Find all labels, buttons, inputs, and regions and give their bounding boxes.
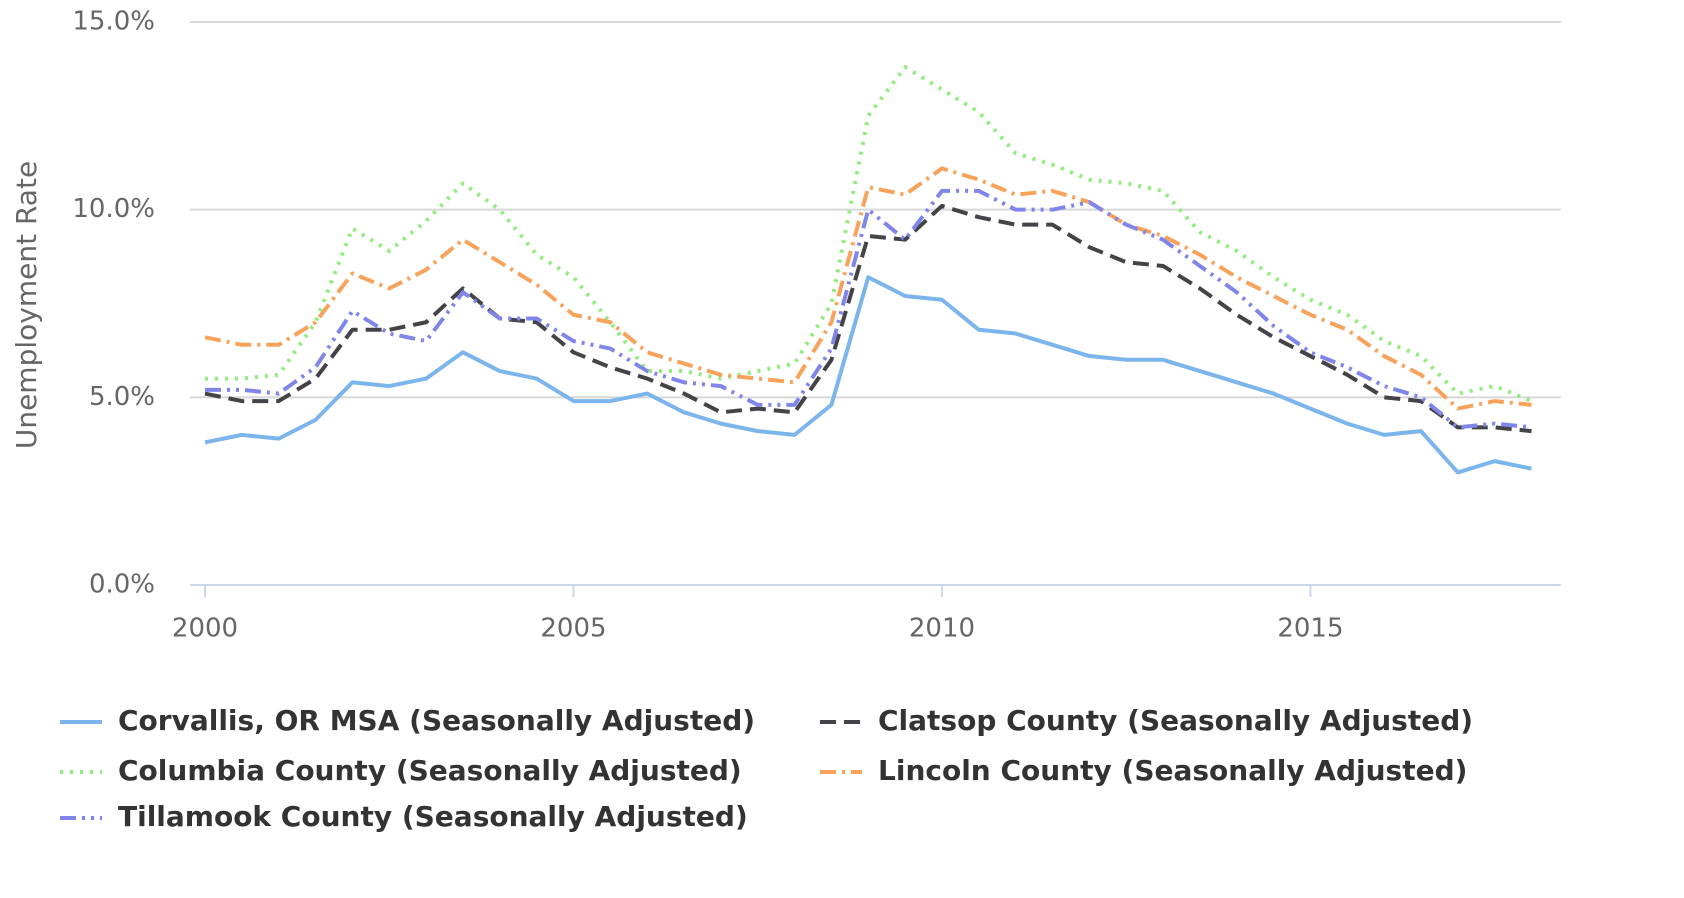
x-tick-label: 2005 [540,614,606,644]
legend-label[interactable]: Corvallis, OR MSA (Seasonally Adjusted) [118,704,755,737]
legend-label[interactable]: Lincoln County (Seasonally Adjusted) [878,754,1467,787]
legend-label[interactable]: Tillamook County (Seasonally Adjusted) [118,800,748,833]
x-tick-label: 2000 [172,614,238,644]
series-line [204,166,1532,411]
series-line [205,188,1532,430]
y-tick-label: 0.0% [89,570,155,600]
y-tick-label: 10.0% [72,194,155,224]
series-line [205,65,1533,403]
series-line [204,203,1532,434]
legend-label[interactable]: Clatsop County (Seasonally Adjusted) [878,704,1473,737]
y-tick-label: 15.0% [72,7,155,37]
series-line [204,275,1532,475]
legend-label[interactable]: Columbia County (Seasonally Adjusted) [118,754,742,787]
y-tick-label: 5.0% [89,382,155,412]
x-tick-label: 2010 [909,614,975,644]
x-tick-label: 2015 [1277,614,1343,644]
y-axis-label: Unemployment Rate [10,161,43,449]
